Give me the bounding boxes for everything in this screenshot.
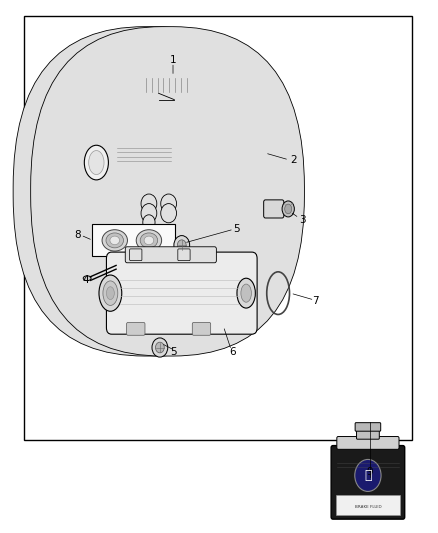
- FancyBboxPatch shape: [127, 322, 145, 335]
- Ellipse shape: [241, 284, 251, 302]
- Circle shape: [152, 338, 168, 357]
- FancyBboxPatch shape: [331, 446, 405, 519]
- Ellipse shape: [285, 204, 292, 214]
- Ellipse shape: [106, 233, 124, 248]
- FancyBboxPatch shape: [106, 252, 257, 334]
- Ellipse shape: [136, 230, 162, 251]
- Ellipse shape: [103, 281, 118, 305]
- FancyBboxPatch shape: [31, 27, 304, 356]
- Text: 7: 7: [312, 296, 319, 306]
- FancyBboxPatch shape: [125, 247, 216, 263]
- FancyBboxPatch shape: [264, 200, 284, 218]
- Text: 5: 5: [233, 224, 240, 234]
- Ellipse shape: [282, 201, 294, 217]
- Ellipse shape: [99, 275, 122, 311]
- FancyBboxPatch shape: [130, 249, 142, 261]
- Text: 9: 9: [367, 467, 374, 477]
- Circle shape: [141, 194, 157, 213]
- Ellipse shape: [91, 125, 126, 176]
- Circle shape: [177, 240, 186, 251]
- Circle shape: [143, 215, 155, 230]
- Bar: [92, 224, 175, 256]
- Ellipse shape: [140, 233, 158, 248]
- Circle shape: [155, 342, 164, 353]
- Bar: [336, 496, 400, 515]
- FancyBboxPatch shape: [149, 95, 179, 120]
- FancyBboxPatch shape: [192, 322, 211, 335]
- Text: 6: 6: [229, 347, 236, 357]
- Ellipse shape: [144, 236, 154, 245]
- Bar: [24, 16, 412, 440]
- Text: 5: 5: [170, 347, 177, 357]
- Ellipse shape: [237, 278, 255, 308]
- Text: Ⓜ: Ⓜ: [364, 469, 372, 482]
- Ellipse shape: [83, 276, 91, 280]
- Text: 8: 8: [74, 230, 81, 239]
- Circle shape: [174, 236, 190, 255]
- Circle shape: [355, 459, 381, 491]
- Circle shape: [141, 204, 157, 223]
- Text: 4: 4: [82, 275, 89, 285]
- FancyBboxPatch shape: [141, 76, 192, 95]
- Circle shape: [161, 194, 177, 213]
- Text: 1: 1: [170, 55, 177, 64]
- Text: 2: 2: [290, 155, 297, 165]
- FancyBboxPatch shape: [261, 153, 284, 168]
- FancyBboxPatch shape: [126, 164, 207, 177]
- FancyBboxPatch shape: [178, 249, 190, 261]
- FancyBboxPatch shape: [337, 437, 399, 449]
- Text: BRAKE FLUID: BRAKE FLUID: [355, 505, 381, 510]
- FancyBboxPatch shape: [13, 27, 287, 356]
- Text: 3: 3: [299, 215, 306, 224]
- FancyBboxPatch shape: [113, 142, 230, 167]
- Ellipse shape: [102, 230, 127, 251]
- FancyBboxPatch shape: [355, 423, 381, 431]
- FancyBboxPatch shape: [357, 429, 379, 439]
- Ellipse shape: [84, 145, 109, 180]
- Ellipse shape: [110, 236, 120, 245]
- Ellipse shape: [88, 150, 104, 175]
- Circle shape: [161, 204, 177, 223]
- Ellipse shape: [96, 132, 120, 169]
- Ellipse shape: [106, 287, 114, 300]
- FancyBboxPatch shape: [90, 104, 278, 200]
